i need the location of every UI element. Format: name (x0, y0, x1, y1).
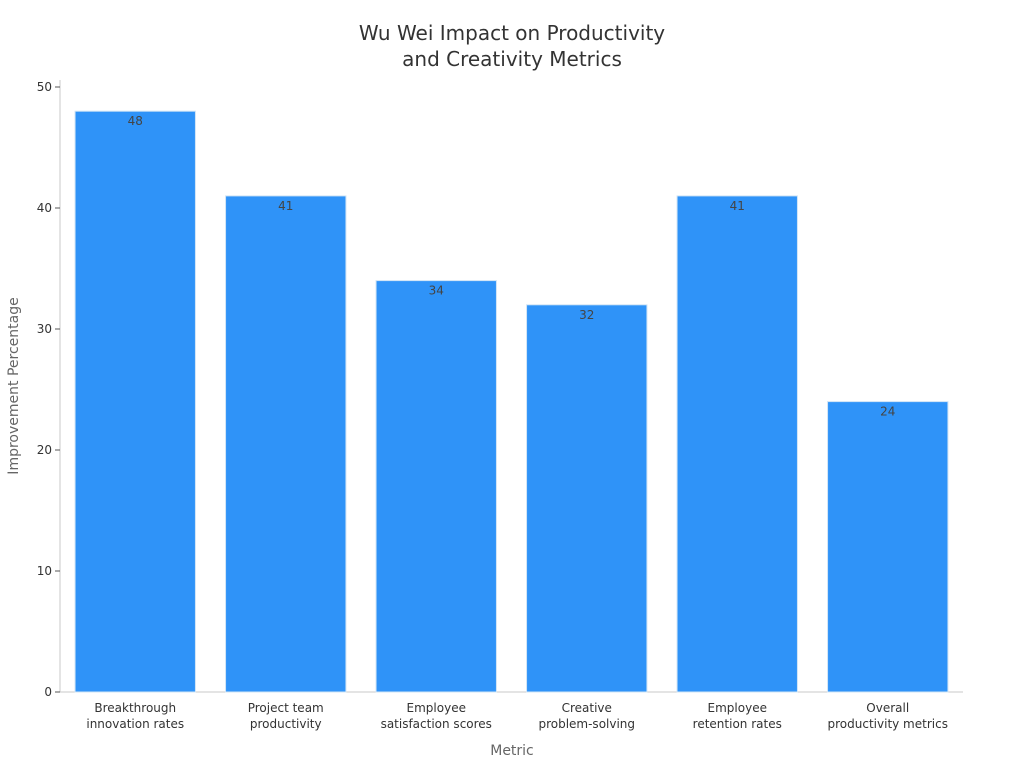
x-tick-label: productivity metrics (828, 717, 948, 731)
bar (526, 304, 648, 693)
data-label: 41 (278, 199, 293, 213)
y-tick-label: 20 (37, 443, 52, 457)
bar (74, 110, 196, 693)
x-axis-title: Metric (490, 743, 534, 759)
chart-title-line-1: Wu Wei Impact on Productivity (359, 21, 665, 45)
data-label: 24 (880, 405, 895, 419)
data-label: 41 (730, 199, 745, 213)
x-tick-label: innovation rates (86, 717, 184, 731)
x-tick-label: Employee (407, 701, 466, 715)
x-tick-label: problem-solving (538, 717, 635, 731)
plot-area: 0 10 20 30 40 50 48 Breakthrough innovation rate… (37, 80, 963, 731)
bar (827, 401, 949, 693)
x-tick-label: productivity (250, 717, 322, 731)
x-tick-label: satisfaction scores (381, 717, 492, 731)
x-tick-label: Creative (562, 701, 612, 715)
x-tick-label: Breakthrough (94, 701, 176, 715)
bar (676, 195, 798, 693)
data-label: 32 (579, 308, 594, 322)
bar (375, 280, 497, 693)
x-tick-label: retention rates (693, 717, 782, 731)
y-tick-label: 40 (37, 201, 52, 215)
y-tick-label: 10 (37, 564, 52, 578)
x-tick-label: Employee (708, 701, 767, 715)
bar (225, 195, 347, 693)
y-axis-title: Improvement Percentage (6, 297, 22, 474)
x-tick-label: Project team (248, 701, 324, 715)
y-tick-label: 0 (44, 685, 52, 699)
x-tick-label: Overall (866, 701, 909, 715)
data-label: 48 (128, 114, 143, 128)
data-label: 34 (429, 284, 444, 298)
y-tick-label: 30 (37, 322, 52, 336)
chart-title-line-2: and Creativity Metrics (402, 47, 622, 71)
y-tick-label: 50 (37, 80, 52, 94)
